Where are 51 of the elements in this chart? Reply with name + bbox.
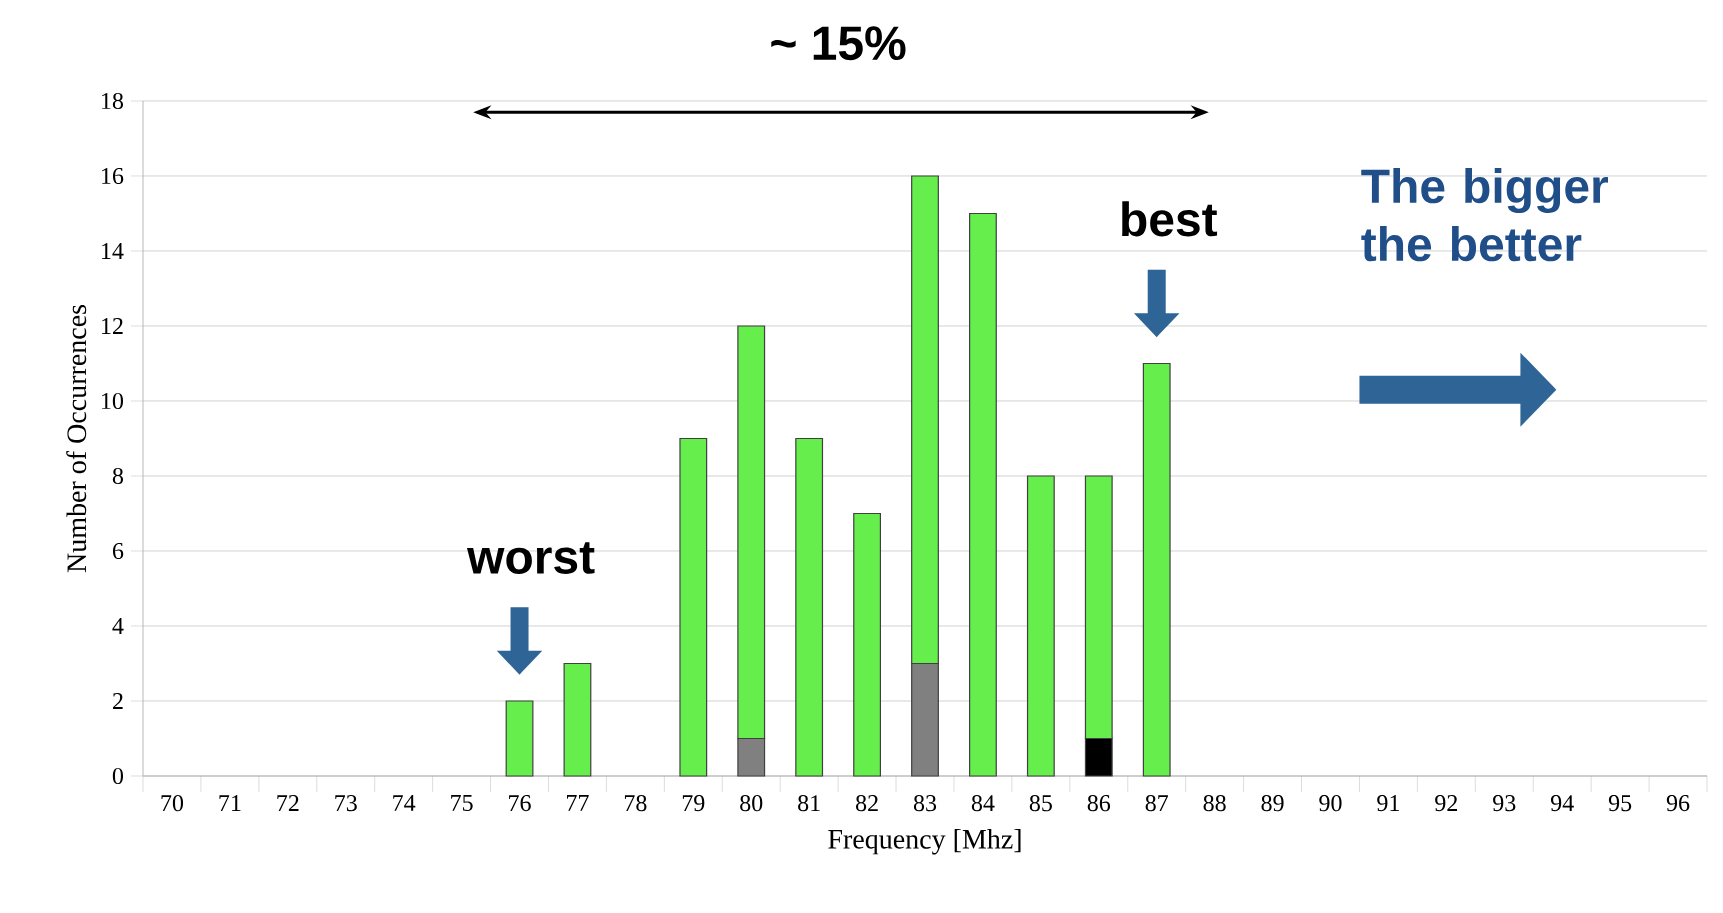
bar [1142, 362, 1171, 777]
x-tick-label: 79 [682, 795, 705, 812]
y-tick-label: 0 [112, 767, 124, 785]
x-tick-label: 78 [624, 795, 647, 812]
y-tick-label: 12 [102, 318, 123, 334]
x-tick-label: 96 [1666, 795, 1690, 812]
x-tick-label: 91 [1377, 795, 1399, 812]
y-tick-label: 14 [102, 243, 124, 259]
x-tick-label: 77 [567, 795, 589, 811]
bar [1026, 475, 1055, 777]
x-tick-label: 87 [1145, 795, 1168, 812]
annotation: worst [466, 542, 595, 574]
x-tick-label: 92 [1435, 795, 1458, 812]
annotation: The bigger the better [1361, 168, 1609, 262]
x-tick-label: 95 [1608, 795, 1632, 812]
x-tick-label: 72 [277, 795, 299, 811]
x-tick-label: 75 [451, 795, 473, 811]
x-tick-label: 82 [855, 795, 878, 812]
x-tick-label: 86 [1087, 795, 1111, 812]
text: ~ 15% [771, 26, 906, 61]
y-tick-label: 16 [102, 167, 124, 185]
x-tick-label: 70 [161, 795, 184, 812]
y-tick-label: 10 [102, 392, 124, 410]
bar [795, 437, 824, 777]
x-tick-label: 90 [1319, 795, 1342, 812]
bar [505, 700, 534, 777]
bar [853, 512, 882, 777]
x-tick-label: 85 [1029, 795, 1052, 812]
x-tick-label: 71 [219, 795, 241, 811]
annotation: best [1122, 201, 1218, 237]
x-tick-label: 94 [1550, 795, 1574, 812]
x-tick-label: 89 [1261, 795, 1284, 812]
y-tick-label: 18 [102, 92, 124, 110]
x-tick-label: 76 [509, 795, 531, 812]
x-tick-label: 73 [335, 795, 357, 812]
x-tick-label: 93 [1493, 795, 1516, 812]
x-tick-label: 81 [798, 795, 820, 812]
x-tick-label: 74 [393, 795, 416, 811]
bar [969, 212, 997, 777]
y-axis-title: Number of Occurrences [66, 304, 87, 573]
x-tick-label: 84 [971, 795, 995, 812]
x-tick-label: 80 [740, 795, 763, 812]
bar [563, 662, 592, 777]
y-tick-label: 8 [112, 467, 124, 485]
x-tick-label: 83 [913, 795, 937, 812]
x-axis-title: Frequency [Mhz] [828, 828, 1021, 855]
x-tick-label: 88 [1203, 795, 1226, 812]
bar [679, 437, 708, 777]
y-tick-label: 6 [112, 542, 124, 560]
y-tick-label: 4 [112, 618, 124, 634]
y-tick-label: 2 [113, 693, 123, 709]
